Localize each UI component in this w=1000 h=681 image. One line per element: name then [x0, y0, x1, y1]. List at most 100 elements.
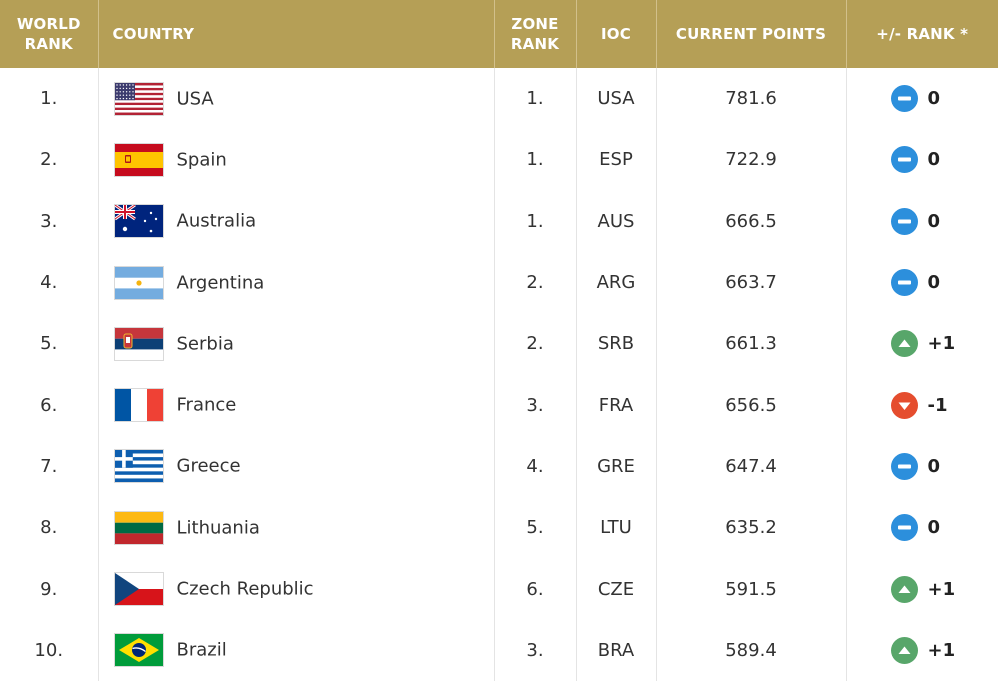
no-change-icon: [890, 452, 918, 480]
ioc-code: FRA: [575, 374, 656, 436]
rank-delta: 0: [927, 88, 941, 110]
rank-delta: -1: [927, 394, 948, 416]
country-cell[interactable]: France: [97, 374, 494, 436]
zone-rank: 1.: [493, 129, 576, 191]
current-points: 661.3: [655, 313, 846, 375]
current-points: 635.2: [655, 497, 846, 559]
country-cell[interactable]: Australia: [97, 190, 494, 252]
rank-change-cell: 0: [845, 129, 998, 191]
rank-delta: +1: [927, 333, 956, 355]
no-change-icon: [890, 146, 918, 174]
ioc-code: ESP: [575, 129, 656, 191]
country-name[interactable]: USA: [176, 88, 214, 110]
country-name[interactable]: Spain: [176, 149, 227, 171]
table-row[interactable]: 1. USA 1. USA 781.6 0: [0, 68, 998, 130]
world-rank: 10.: [34, 639, 64, 661]
table-row[interactable]: 7. Greece 4. GRE 647.4 0: [0, 435, 998, 498]
current-points: 656.5: [655, 374, 846, 436]
lithuania-flag: [114, 511, 163, 544]
zone-rank: 3.: [493, 374, 576, 436]
rank-delta: +1: [927, 578, 956, 600]
rank-change-cell: -1: [845, 374, 998, 436]
current-points: 647.4: [655, 435, 846, 498]
table-row[interactable]: 3. Australia 1. AUS 666.5 0: [0, 190, 998, 252]
current-points: 589.4: [655, 619, 846, 681]
country-name[interactable]: France: [176, 394, 237, 416]
rank-delta: 0: [927, 272, 941, 294]
world-rank: 8.: [40, 517, 58, 539]
rank-change-cell: 0: [845, 190, 998, 252]
world-rank: 1.: [40, 88, 58, 110]
current-points: 663.7: [655, 251, 846, 314]
rank-change-cell: +1: [845, 558, 998, 620]
czech-flag: [114, 573, 163, 606]
table-row[interactable]: 10. Brazil 3. BRA 589.4 +1: [0, 619, 998, 681]
header-ioc[interactable]: IOC: [575, 0, 656, 68]
france-flag: [114, 389, 163, 422]
country-name[interactable]: Czech Republic: [176, 578, 314, 600]
rank-down-icon: [890, 391, 918, 419]
table-row[interactable]: 6. France 3. FRA 656.5 -1: [0, 374, 998, 436]
world-rank: 5.: [40, 333, 58, 355]
table-row[interactable]: 5. Serbia 2. SRB 661.3 +1: [0, 313, 998, 375]
zone-rank: 1.: [493, 68, 576, 130]
table-row[interactable]: 9. Czech Republic 6. CZE 591.5 +1: [0, 558, 998, 620]
world-rank: 3.: [40, 210, 58, 232]
rank-up-icon: [890, 636, 918, 664]
brazil-flag: [114, 634, 163, 667]
zone-rank: 3.: [493, 619, 576, 681]
table-row[interactable]: 4. Argentina 2. ARG 663.7 0: [0, 251, 998, 314]
world-rank: 4.: [40, 272, 58, 294]
no-change-icon: [890, 207, 918, 235]
zone-rank: 5.: [493, 497, 576, 559]
header-zone-rank[interactable]: ZONE RANK: [493, 0, 576, 68]
ioc-code: ARG: [575, 251, 656, 314]
rank-change-cell: 0: [845, 497, 998, 559]
country-cell[interactable]: Serbia: [97, 313, 494, 375]
country-cell[interactable]: USA: [97, 68, 494, 130]
zone-rank: 2.: [493, 251, 576, 314]
header-current-points[interactable]: CURRENT POINTS: [655, 0, 846, 68]
table-row[interactable]: 2. Spain 1. ESP 722.9 0: [0, 129, 998, 191]
country-name[interactable]: Brazil: [176, 639, 227, 661]
current-points: 722.9: [655, 129, 846, 191]
rank-delta: 0: [927, 455, 941, 477]
country-name[interactable]: Serbia: [176, 333, 234, 355]
country-cell[interactable]: Czech Republic: [97, 558, 494, 620]
rank-delta: +1: [927, 639, 956, 661]
country-cell[interactable]: Greece: [97, 435, 494, 498]
rank-change-cell: 0: [845, 435, 998, 498]
ioc-code: GRE: [575, 435, 656, 498]
rank-change-cell: +1: [845, 619, 998, 681]
header-rank-change[interactable]: +/- RANK *: [845, 0, 998, 68]
zone-rank: 1.: [493, 190, 576, 252]
country-cell[interactable]: Brazil: [97, 619, 494, 681]
australia-flag: [114, 205, 163, 238]
table-row[interactable]: 8. Lithuania 5. LTU 635.2 0: [0, 497, 998, 559]
current-points: 666.5: [655, 190, 846, 252]
zone-rank: 4.: [493, 435, 576, 498]
ioc-code: SRB: [575, 313, 656, 375]
country-name[interactable]: Argentina: [176, 272, 265, 294]
country-name[interactable]: Lithuania: [176, 517, 260, 539]
world-rank: 7.: [40, 455, 58, 477]
ioc-code: USA: [575, 68, 656, 130]
world-rank: 2.: [40, 149, 58, 171]
serbia-flag: [114, 327, 163, 360]
spain-flag: [114, 143, 163, 176]
rank-change-cell: 0: [845, 251, 998, 314]
country-name[interactable]: Greece: [176, 455, 241, 477]
rank-change-cell: +1: [845, 313, 998, 375]
country-cell[interactable]: Spain: [97, 129, 494, 191]
ioc-code: CZE: [575, 558, 656, 620]
no-change-icon: [890, 85, 918, 113]
no-change-icon: [890, 514, 918, 542]
header-world-rank[interactable]: WORLD RANK: [0, 0, 98, 68]
country-cell[interactable]: Lithuania: [97, 497, 494, 559]
header-country[interactable]: COUNTRY: [97, 0, 494, 68]
country-cell[interactable]: Argentina: [97, 251, 494, 314]
ioc-code: LTU: [575, 497, 656, 559]
country-name[interactable]: Australia: [176, 210, 257, 232]
current-points: 781.6: [655, 68, 846, 130]
